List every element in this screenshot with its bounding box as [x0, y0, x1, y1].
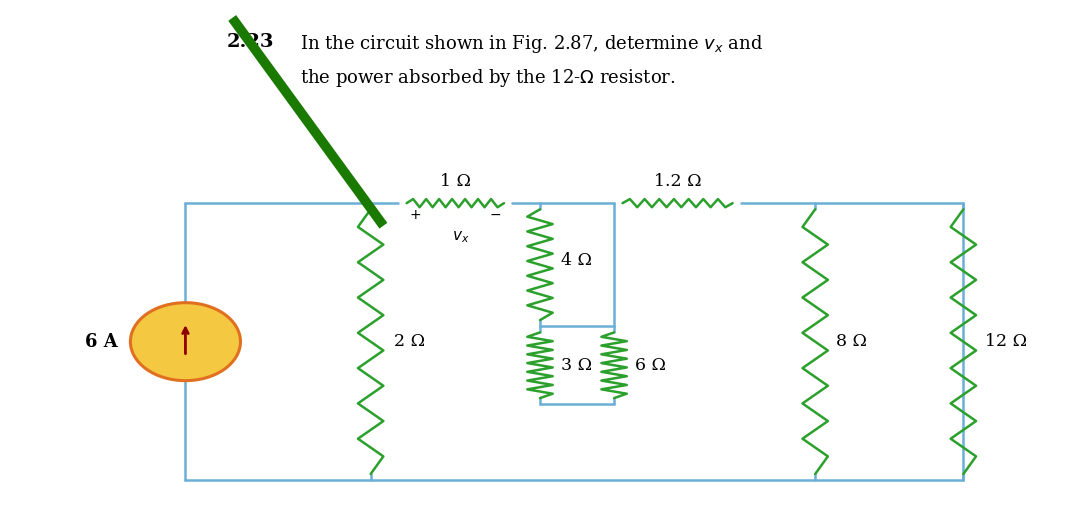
Text: 1 Ω: 1 Ω — [440, 173, 471, 190]
Text: 3 Ω: 3 Ω — [562, 357, 592, 374]
Text: the power absorbed by the 12-$\Omega$ resistor.: the power absorbed by the 12-$\Omega$ re… — [300, 67, 676, 89]
Text: 2.23: 2.23 — [227, 33, 274, 51]
Text: 12 Ω: 12 Ω — [985, 333, 1026, 350]
Text: −: − — [489, 208, 501, 222]
Text: +: + — [409, 208, 421, 222]
Text: 6 Ω: 6 Ω — [635, 357, 666, 374]
Ellipse shape — [131, 303, 241, 381]
Text: 1.2 Ω: 1.2 Ω — [653, 173, 701, 190]
Text: 2 Ω: 2 Ω — [394, 333, 424, 350]
Text: 4 Ω: 4 Ω — [562, 252, 592, 269]
Text: $v_x$: $v_x$ — [451, 229, 470, 245]
Text: In the circuit shown in Fig. 2.87, determine $v_x$ and: In the circuit shown in Fig. 2.87, deter… — [300, 33, 764, 55]
Text: 8 Ω: 8 Ω — [836, 333, 867, 350]
Text: 6 A: 6 A — [85, 332, 118, 351]
